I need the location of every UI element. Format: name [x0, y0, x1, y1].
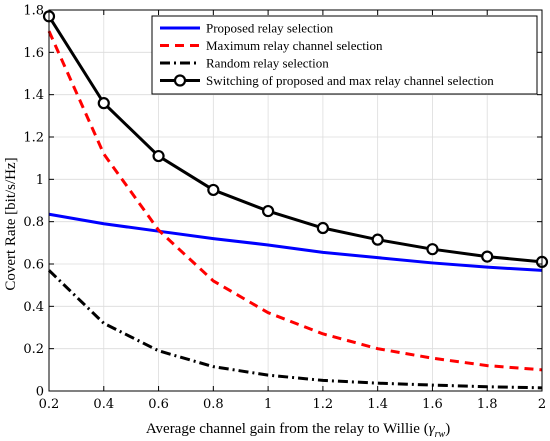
legend-label-2: Maximum relay channel selection: [206, 38, 383, 53]
y-tick-label: 1.8: [23, 4, 44, 19]
x-tick-label: 1.8: [477, 397, 498, 412]
series-marker-4: [481, 250, 494, 263]
plot-frame: [48, 9, 543, 392]
y-tick-label: 0.8: [23, 215, 44, 230]
x-tick-label: 1: [264, 397, 272, 412]
series-marker-4: [371, 233, 384, 246]
legend-label-1: Proposed relay selection: [206, 21, 334, 36]
x-tick-label: 1.4: [367, 397, 388, 412]
x-tick-label: 0.8: [203, 397, 224, 412]
series-line-4: [47, 15, 543, 264]
y-tick-label: 0.6: [23, 258, 44, 273]
series-marker-4: [316, 221, 329, 235]
series-marker-4: [207, 183, 220, 197]
series-marker-4: [262, 204, 275, 218]
series-marker-4: [426, 243, 439, 256]
legend-box: [151, 15, 538, 95]
series-line-3: [47, 269, 543, 390]
axis-ticks: 0.2 0.4 0.6 0.8 1 1.2 1.4 1.6 1.8 200.20.40.60.81…: [23, 4, 546, 413]
series-marker-4: [152, 149, 165, 163]
series-marker-4: [97, 97, 110, 110]
x-axis-label-text: Average channel gain from the relay to W…: [146, 421, 429, 437]
y-tick-label: 1.4: [23, 88, 44, 103]
legend-label-3: Random relay selection: [206, 56, 329, 71]
y-tick-label: 0.2: [23, 342, 44, 357]
x-axis-label-symbol: γ: [429, 421, 436, 437]
y-tick-label: 0.4: [23, 300, 44, 315]
x-axis-label: Average channel gain from the relay to W…: [146, 421, 450, 440]
y-tick-label: 1.6: [23, 46, 44, 61]
x-tick-label: 2: [538, 397, 546, 412]
y-tick-label: 1: [36, 173, 44, 188]
series-lines: [42, 10, 549, 390]
x-tick-label: 1.2: [313, 397, 334, 412]
x-tick-label: 0.2: [39, 397, 60, 412]
y-axis-label: Covert Rate [bit/s/Hz]: [3, 157, 19, 290]
series-line-2: [47, 30, 543, 372]
x-tick-label: 1.6: [422, 397, 443, 412]
x-tick-label: 0.4: [93, 397, 114, 412]
series-line-1: [48, 212, 543, 272]
x-axis-label-close: ): [445, 421, 450, 437]
legend-marker-4: [173, 74, 187, 87]
y-tick-label: 0: [36, 385, 44, 400]
legend-label-4: Switching of proposed and max relay chan…: [206, 73, 494, 88]
legend: Proposed relay selection Maximum relay ch…: [151, 15, 538, 95]
x-axis-label-subscript: rw: [435, 429, 446, 440]
y-tick-label: 1.2: [23, 131, 44, 146]
x-tick-label: 0.6: [148, 397, 169, 412]
